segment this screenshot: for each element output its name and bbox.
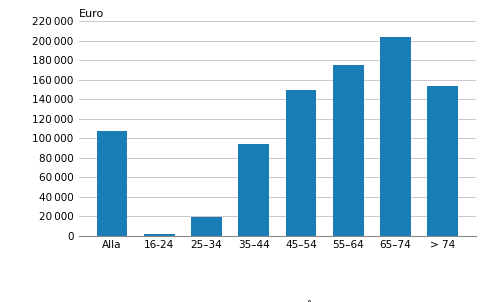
Bar [144, 234, 175, 236]
Bar [333, 65, 364, 236]
Text: Euro: Euro [79, 9, 104, 19]
Bar [239, 144, 269, 236]
Bar [428, 86, 458, 236]
Bar [380, 37, 411, 236]
Bar [286, 90, 316, 236]
Bar [97, 131, 127, 236]
Legend: Nettoförmögenhet (tillgångar–skulder): Nettoförmögenhet (tillgångar–skulder) [170, 300, 384, 302]
Bar [191, 217, 222, 236]
